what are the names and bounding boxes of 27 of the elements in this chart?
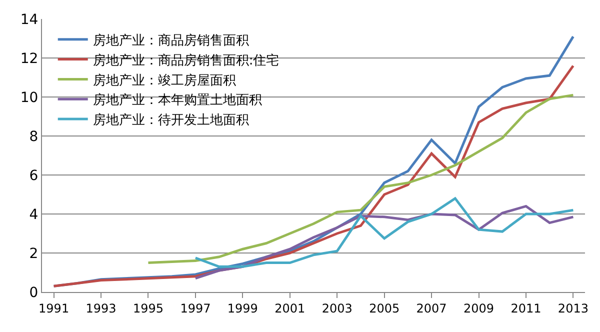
x-tick-label: 2011: [510, 301, 542, 316]
y-tick-label: 2: [29, 246, 38, 262]
x-tick-label: 2007: [416, 301, 447, 316]
y-tick-label: 4: [29, 206, 38, 223]
y-tick-label: 0: [29, 284, 38, 301]
x-tick-label: 1993: [86, 301, 116, 316]
x-tick-label: 1995: [132, 301, 164, 316]
line-series: [146, 94, 574, 264]
y-tick-label: 12: [20, 50, 38, 67]
legend-label: 房地产业：本年购置土地面积: [92, 92, 262, 108]
y-tick-label: 8: [29, 128, 38, 145]
legend-label: 房地产业：商品房销售面积:住宅: [92, 52, 280, 68]
line-series: [194, 197, 574, 268]
y-tick-label: 6: [29, 168, 38, 184]
legend-label: 房地产业：竣工房屋面积: [92, 72, 236, 88]
x-tick-label: 2005: [369, 301, 400, 316]
y-tick-label: 14: [20, 12, 38, 28]
x-tick-label: 2009: [463, 301, 494, 316]
x-tick-label: 1999: [227, 301, 258, 316]
y-tick-label: 10: [20, 90, 38, 106]
x-tick-label: 2001: [274, 301, 306, 316]
x-tick-label: 1997: [180, 301, 211, 316]
x-tick-label: 2003: [322, 301, 352, 316]
x-tick-label: 1991: [38, 301, 70, 316]
x-tick-label: 2013: [558, 301, 588, 316]
legend-label: 房地产业：待开发土地面积: [92, 112, 249, 128]
legend-label: 房地产业：商品房销售面积: [92, 32, 249, 48]
